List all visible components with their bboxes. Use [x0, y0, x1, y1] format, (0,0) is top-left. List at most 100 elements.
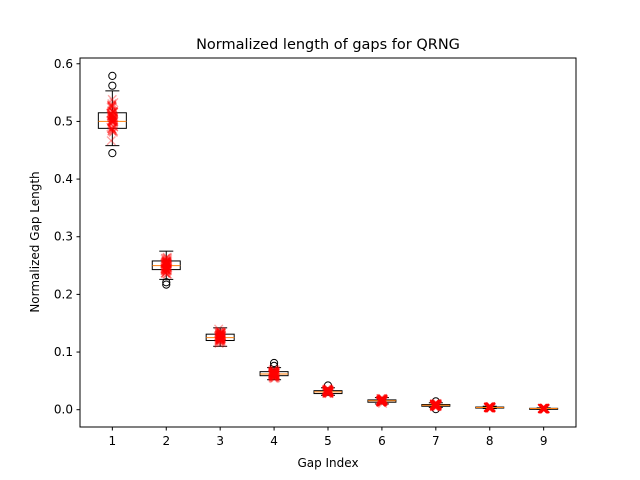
- data-point: [540, 403, 550, 413]
- data-point: [376, 394, 387, 404]
- flier: [108, 149, 117, 158]
- data-point: [322, 386, 333, 397]
- data-point: [106, 122, 116, 132]
- data-point: [269, 367, 280, 377]
- data-point: [270, 368, 280, 378]
- data-point: [215, 332, 225, 342]
- data-point: [162, 257, 172, 267]
- data-point: [429, 399, 440, 409]
- data-point: [484, 403, 495, 413]
- data-point: [540, 404, 550, 414]
- data-point: [485, 402, 495, 413]
- data-point: [160, 258, 171, 268]
- data-point: [160, 265, 170, 276]
- data-point: [486, 402, 496, 412]
- data-point: [483, 402, 494, 413]
- data-point: [377, 395, 387, 406]
- data-point: [214, 329, 225, 339]
- data-point: [539, 404, 549, 414]
- data-point: [432, 399, 442, 409]
- flier: [431, 405, 440, 414]
- data-point: [485, 402, 495, 413]
- data-point: [215, 333, 226, 344]
- data-point: [214, 326, 225, 337]
- data-point: [322, 387, 333, 397]
- data-point: [214, 335, 225, 345]
- data-point: [161, 265, 171, 275]
- data-point: [538, 403, 548, 414]
- data-point: [270, 368, 280, 378]
- data-point: [537, 404, 548, 414]
- data-point: [160, 264, 170, 274]
- data-point: [108, 117, 118, 128]
- data-point: [378, 396, 388, 407]
- box-group: [367, 393, 397, 409]
- data-point: [108, 106, 118, 117]
- data-point: [483, 402, 493, 413]
- data-point: [270, 367, 281, 377]
- x-tick-label: 8: [486, 434, 494, 448]
- data-point: [431, 400, 441, 411]
- data-point: [160, 259, 170, 269]
- data-point: [323, 386, 333, 396]
- data-point: [214, 330, 225, 340]
- data-point: [538, 403, 548, 414]
- data-point: [161, 256, 171, 266]
- data-point: [430, 401, 440, 411]
- data-point: [215, 333, 225, 343]
- data-point: [322, 387, 333, 398]
- data-point: [375, 393, 386, 404]
- data-point: [215, 334, 225, 345]
- data-point: [268, 368, 278, 378]
- data-point: [323, 385, 333, 395]
- data-point: [108, 107, 118, 117]
- data-point: [268, 368, 278, 378]
- data-point: [324, 388, 334, 398]
- data-point: [377, 397, 387, 407]
- data-point: [431, 400, 441, 410]
- data-point: [107, 124, 117, 134]
- data-point: [162, 257, 173, 268]
- data-point: [108, 126, 119, 136]
- data-point: [270, 369, 280, 380]
- data-point: [537, 403, 547, 413]
- data-point: [540, 403, 550, 414]
- data-point: [376, 395, 386, 405]
- data-point: [106, 123, 117, 134]
- data-point: [214, 328, 224, 338]
- data-point: [216, 330, 226, 340]
- data-point: [375, 397, 386, 407]
- data-point: [162, 265, 172, 276]
- data-point: [107, 124, 118, 135]
- data-point: [216, 327, 226, 338]
- data-point: [160, 261, 171, 271]
- data-point: [378, 396, 388, 407]
- data-point: [324, 385, 334, 396]
- y-tick-label: 0.3: [54, 230, 73, 244]
- data-point: [484, 402, 494, 412]
- data-point: [324, 386, 334, 396]
- data-point: [539, 403, 549, 414]
- data-point: [378, 394, 388, 405]
- data-point: [270, 368, 280, 378]
- data-point: [216, 337, 227, 348]
- data-point: [538, 403, 548, 414]
- data-point: [106, 108, 116, 118]
- data-point: [432, 401, 442, 411]
- data-point: [429, 399, 440, 410]
- data-point: [539, 404, 549, 414]
- data-point: [215, 332, 225, 343]
- data-point: [486, 402, 496, 413]
- data-point: [485, 402, 495, 412]
- data-point: [160, 258, 171, 268]
- data-point: [215, 334, 225, 345]
- data-point: [377, 396, 388, 407]
- data-point: [216, 333, 226, 344]
- data-point: [162, 259, 172, 269]
- flier: [269, 361, 279, 370]
- data-point: [486, 403, 496, 413]
- data-point: [323, 385, 333, 395]
- data-point: [323, 388, 334, 398]
- data-point: [108, 115, 118, 126]
- data-point: [162, 261, 172, 272]
